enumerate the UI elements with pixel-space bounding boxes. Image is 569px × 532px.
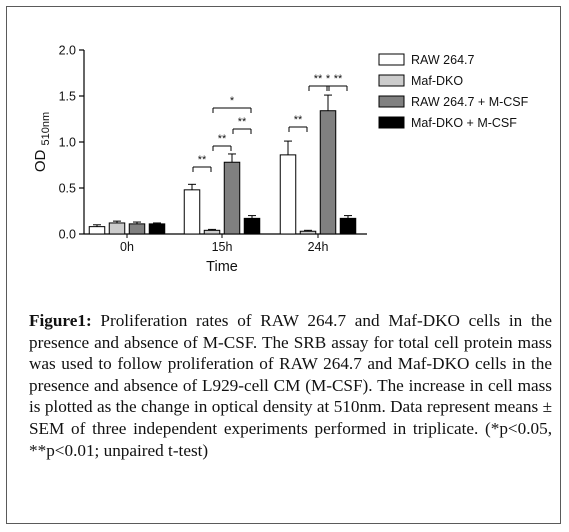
bar bbox=[108, 222, 126, 235]
x-tick-label: 15h bbox=[212, 240, 233, 254]
x-axis-label: Time bbox=[206, 259, 238, 275]
bar bbox=[203, 229, 221, 235]
figure-frame: 0.0 0.5 1.0 1.5 2.0 OD 510nm 0h 15h 24h Time ** ** *… bbox=[6, 6, 561, 524]
y-axis-label: OD 510nm bbox=[32, 112, 52, 172]
legend-label: RAW 264.7 + M-CSF bbox=[411, 95, 529, 109]
significance-label: ** bbox=[334, 73, 343, 85]
legend-label: RAW 264.7 bbox=[411, 53, 475, 67]
bar bbox=[339, 217, 357, 235]
y-tick-label: 2.0 bbox=[59, 44, 76, 58]
significance-label: ** bbox=[218, 133, 227, 145]
legend-label: Maf-DKO bbox=[411, 74, 463, 88]
legend-swatch bbox=[378, 95, 405, 108]
y-tick-label: 0.5 bbox=[59, 182, 76, 196]
significance-label: ** bbox=[294, 114, 303, 126]
figure-caption: Figure1: Proliferation rates of RAW 264.… bbox=[29, 310, 552, 461]
x-tick-label: 0h bbox=[120, 240, 134, 254]
significance-label: ** bbox=[314, 73, 323, 85]
legend-swatch bbox=[378, 116, 405, 129]
bar bbox=[183, 189, 201, 235]
legend-label: Maf-DKO + M-CSF bbox=[411, 116, 517, 130]
bar bbox=[299, 230, 317, 235]
bar bbox=[243, 217, 261, 235]
bar bbox=[148, 223, 166, 235]
significance-label: * bbox=[230, 95, 235, 107]
significance-label: ** bbox=[238, 116, 247, 128]
y-tick-label: 0.0 bbox=[59, 228, 76, 242]
caption-label: Figure1: bbox=[29, 311, 92, 330]
legend-swatch bbox=[378, 53, 405, 66]
bar bbox=[319, 110, 337, 235]
bar bbox=[223, 161, 241, 235]
y-tick-label: 1.0 bbox=[59, 136, 76, 150]
y-axis-label-subscript: 510nm bbox=[40, 112, 52, 146]
legend-swatch bbox=[378, 74, 405, 87]
significance-label: ** bbox=[198, 154, 207, 166]
y-tick-label: 1.5 bbox=[59, 90, 76, 104]
y-axis-label-main: OD bbox=[32, 145, 49, 172]
significance-label: * bbox=[326, 73, 331, 85]
bar bbox=[279, 154, 297, 235]
bar bbox=[128, 223, 146, 235]
bar bbox=[88, 226, 106, 235]
caption-text: Proliferation rates of RAW 264.7 and Maf… bbox=[29, 311, 552, 460]
x-tick-label: 24h bbox=[308, 240, 329, 254]
